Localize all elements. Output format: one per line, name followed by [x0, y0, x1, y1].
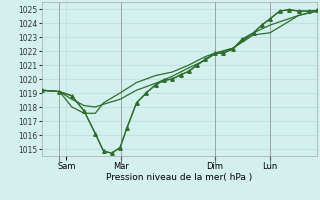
X-axis label: Pression niveau de la mer( hPa ): Pression niveau de la mer( hPa ): [106, 173, 252, 182]
